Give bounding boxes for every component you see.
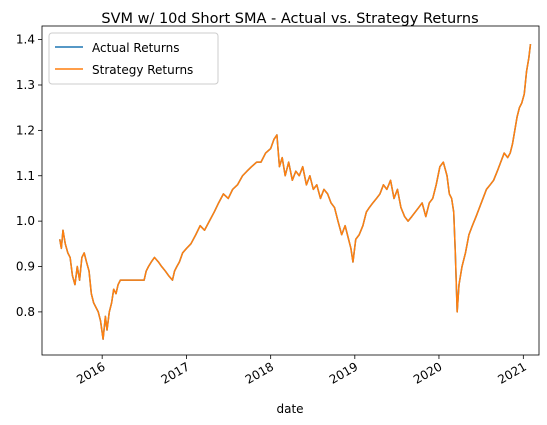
x-axis-label: date xyxy=(276,402,303,416)
y-tick-label: 0.9 xyxy=(16,260,35,274)
y-axis: 0.8 0.9 1.0 1.1 1.2 1.3 1.4 xyxy=(16,33,42,319)
y-tick-label: 1.3 xyxy=(16,78,35,92)
chart-title: SVM w/ 10d Short SMA - Actual vs. Strate… xyxy=(101,11,478,27)
plot-area xyxy=(41,25,540,356)
y-tick-label: 1.0 xyxy=(16,214,35,228)
y-tick-label: 1.4 xyxy=(16,33,35,47)
series-layer xyxy=(59,44,532,340)
series-line-strategy-returns xyxy=(59,44,532,340)
y-tick-label: 0.8 xyxy=(16,305,35,319)
legend-box xyxy=(48,32,219,85)
legend-label-actual-returns: Actual Returns xyxy=(92,41,179,55)
legend: Actual Returns Strategy Returns xyxy=(48,32,219,85)
y-tick-label: 1.1 xyxy=(16,169,35,183)
plot-frame xyxy=(41,25,540,356)
y-tick-label: 1.2 xyxy=(16,123,35,137)
legend-label-strategy-returns: Strategy Returns xyxy=(92,63,193,77)
